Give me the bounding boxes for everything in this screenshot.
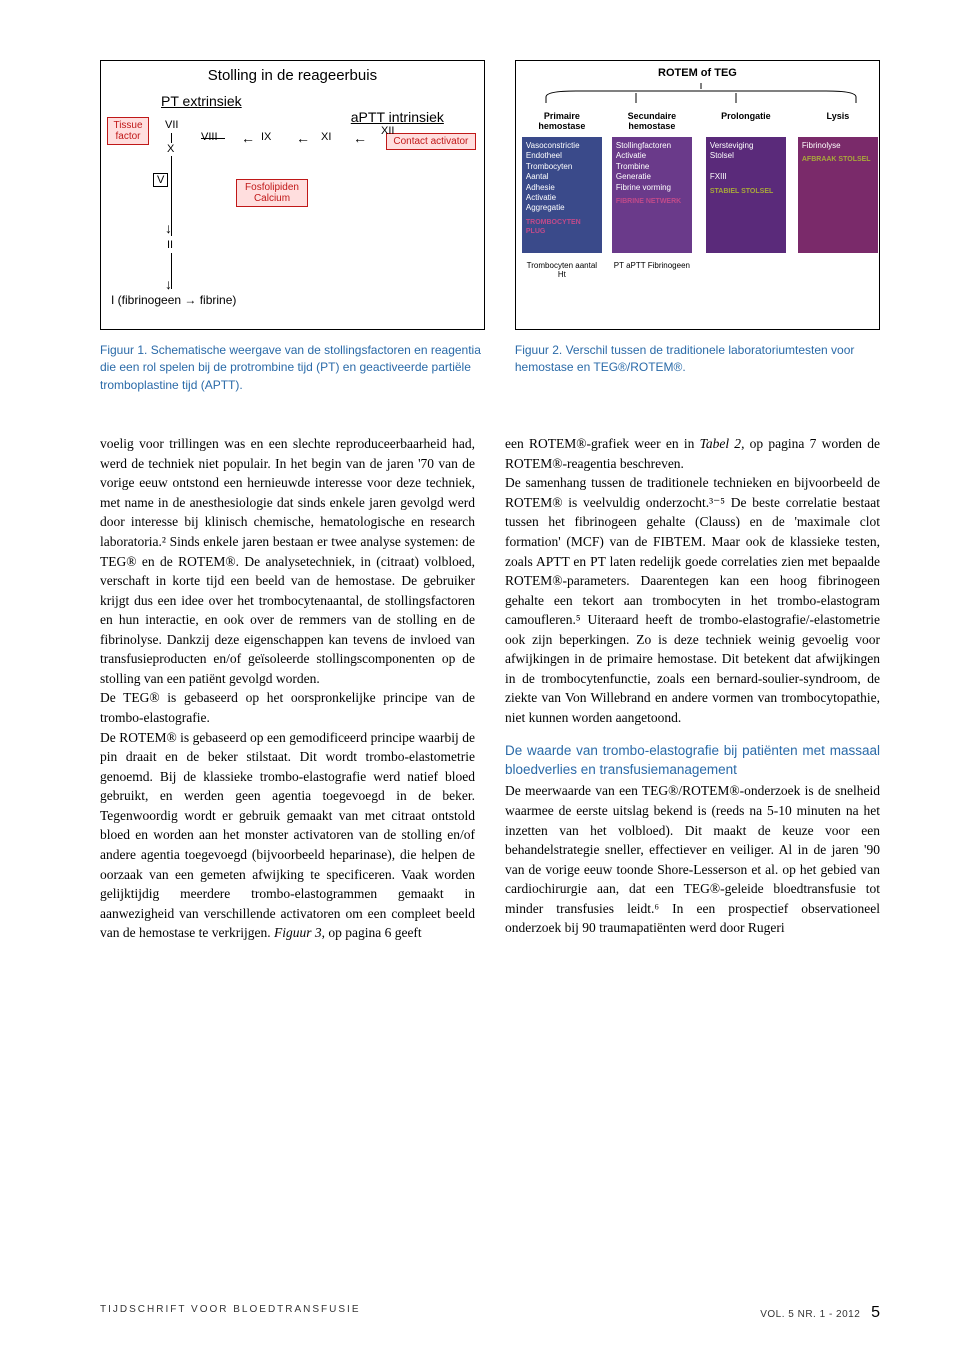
footer-right: VOL. 5 NR. 1 - 2012 5 xyxy=(760,1304,880,1322)
fig2-top: ROTEM of TEG xyxy=(516,61,879,79)
fig1-fosfolipiden-box: Fosfolipiden Calcium xyxy=(236,179,308,207)
fig1-V: V xyxy=(153,173,168,187)
fig2-col-3: VerstevigingStolsel FXIIISTABIEL STOLSEL xyxy=(706,137,786,253)
fig2-bot-1: Trombocyten aantal Ht xyxy=(522,261,602,279)
fig2-bot-2: PT aPTT Fibrinogeen xyxy=(612,261,692,270)
footer: TIJDSCHRIFT VOOR BLOEDTRANSFUSIE VOL. 5 … xyxy=(100,1304,880,1322)
fig1-contact-activator-box: Contact activator xyxy=(386,133,476,150)
arrow-icon: ← xyxy=(241,131,255,145)
right-column: een ROTEM®-grafiek weer en in Tabel 2, o… xyxy=(505,434,880,943)
fig1-IX: IX xyxy=(261,131,271,143)
subhead: De waarde van trombo-elastografie bij pa… xyxy=(505,742,880,780)
left-column: voelig voor trillingen was en een slecht… xyxy=(100,434,475,943)
right-text-2: De meerwaarde van een TEG®/ROTEM®-onderz… xyxy=(505,781,880,938)
figure-2: ROTEM of TEG Primaire hemostase Secundai… xyxy=(515,60,880,330)
fig1-X: X xyxy=(167,143,174,155)
left-text: voelig voor trillingen was en een slecht… xyxy=(100,434,475,943)
footer-journal: TIJDSCHRIFT VOOR BLOEDTRANSFUSIE xyxy=(100,1304,361,1322)
footer-vol: VOL. 5 NR. 1 - 2012 xyxy=(760,1309,860,1320)
fig2-col-4: FibrinolyseAFBRAAK STOLSEL xyxy=(798,137,878,253)
arrow-icon: ← xyxy=(353,131,367,145)
figure-1: Stolling in de reageerbuis PT extrinsiek… xyxy=(100,60,485,330)
fig1-XI: XI xyxy=(321,131,331,143)
caption-fig2: Figuur 2. Verschil tussen de traditionel… xyxy=(515,342,880,394)
fig1-aptt-label: aPTT intrinsiek xyxy=(351,109,444,125)
page: Stolling in de reageerbuis PT extrinsiek… xyxy=(0,0,960,1358)
figures-row: Stolling in de reageerbuis PT extrinsiek… xyxy=(100,60,880,330)
caption-fig1: Figuur 1. Schematische weergave van de s… xyxy=(100,342,485,394)
footer-page: 5 xyxy=(871,1304,880,1321)
line-icon xyxy=(171,133,172,143)
fig1-II: II xyxy=(167,239,173,251)
fig1-XII: XII xyxy=(381,125,394,137)
fig2-hdr-1: Primaire hemostase xyxy=(522,111,602,131)
fig1-VIII: VIII xyxy=(201,131,218,143)
fig1-tissue-factor-box: Tissue factor xyxy=(107,117,149,145)
right-text-1: een ROTEM®-grafiek weer en in Tabel 2, o… xyxy=(505,434,880,727)
fig1-fibrine: I (fibrinogeen → fibrine) xyxy=(111,293,236,307)
body-columns: voelig voor trillingen was en een slecht… xyxy=(100,434,880,943)
fig2-hdr-4: Lysis xyxy=(798,111,878,121)
fig1-VII: VII xyxy=(165,119,178,131)
arrow-icon: ← xyxy=(296,131,310,145)
line-icon xyxy=(201,138,225,139)
captions-row: Figuur 1. Schematische weergave van de s… xyxy=(100,342,880,394)
fig2-hdr-2: Secundaire hemostase xyxy=(612,111,692,131)
fig2-hdr-3: Prolongatie xyxy=(706,111,786,121)
arrow-down-icon: ↓ xyxy=(165,277,172,291)
fig2-col-2: StollingfactorenActivatieTrombineGenerat… xyxy=(612,137,692,253)
fig1-pt-label: PT extrinsiek xyxy=(161,93,242,109)
fig1-title: Stolling in de reageerbuis xyxy=(101,61,484,84)
arrow-down-icon: ↓ xyxy=(165,221,172,235)
fig2-col-1: VasoconstrictieEndotheelTrombocytenAanta… xyxy=(522,137,602,253)
